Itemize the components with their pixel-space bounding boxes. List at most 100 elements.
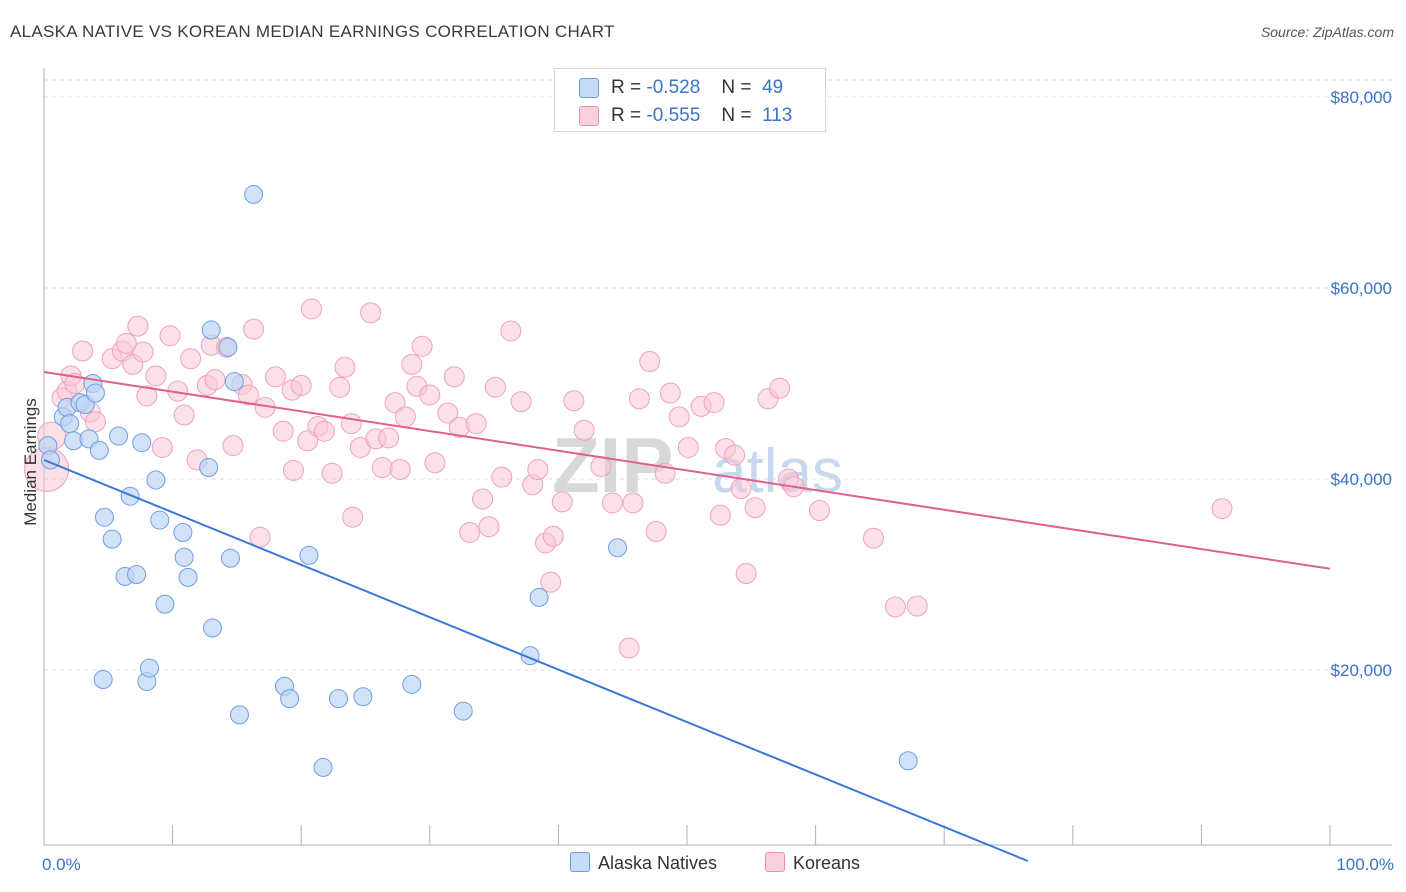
korean-point (419, 384, 441, 406)
y-tick-label: $40,000 (1331, 470, 1392, 489)
korean-point (769, 377, 791, 399)
legend-n-value: 49 (762, 77, 784, 98)
korean-point (808, 500, 830, 522)
korean-point (300, 298, 322, 320)
korean-point (510, 391, 532, 413)
korean-point (115, 332, 137, 354)
alaska-point (173, 522, 193, 542)
korean-point (677, 436, 699, 458)
alaska-point (85, 383, 105, 403)
korean-point (744, 497, 766, 519)
korean-point (132, 341, 154, 363)
korean-point (563, 390, 585, 412)
korean-point (659, 382, 681, 404)
legend-r-value: -0.555 (646, 105, 701, 126)
alaska-point (93, 670, 113, 690)
bottom-legend-korean: Koreans (765, 852, 860, 874)
korean-point (340, 413, 362, 435)
korean-point (540, 571, 562, 593)
korean-point (424, 452, 446, 474)
korean-point (437, 402, 459, 424)
korean-point (709, 504, 731, 526)
alaska-point (202, 618, 222, 638)
korean-point (384, 392, 406, 414)
alaska-point (608, 538, 628, 558)
axis-labels: $20,000 $40,000 $60,000 $80,000 0.0% 100.0% Me… (21, 88, 1394, 874)
alaska-point (313, 757, 333, 777)
chart-source: Source: ZipAtlas.com (1260, 24, 1394, 40)
alaska-point (146, 470, 166, 490)
korean-point (159, 325, 181, 347)
korean-point (590, 456, 612, 478)
alaska-point (402, 674, 422, 694)
alaska-point (60, 414, 80, 434)
korean-point (243, 318, 265, 340)
korean-point (401, 353, 423, 375)
korean-point (527, 458, 549, 480)
alaska-point (244, 184, 264, 204)
korean-point (313, 420, 335, 442)
alaska-point (89, 440, 109, 460)
alaska-point (299, 545, 319, 565)
korean-point (378, 427, 400, 449)
korean-point (618, 637, 640, 659)
trend-lines (43, 371, 1331, 862)
alaska-point (898, 751, 918, 771)
korean-point (329, 376, 351, 398)
alaska-point (178, 567, 198, 587)
korean-point (334, 356, 356, 378)
alaska-point (328, 689, 348, 709)
korean-point (724, 444, 746, 466)
korean-point (628, 388, 650, 410)
korean-point (735, 563, 757, 585)
korean-point (321, 462, 343, 484)
bottom-legend-swatch-alaska (570, 852, 590, 872)
alaska-point (229, 705, 249, 725)
korean-point (500, 320, 522, 342)
korean-point (484, 376, 506, 398)
alaska-point (220, 548, 240, 568)
alaska-trend-line (43, 458, 1029, 862)
korean-point (459, 521, 481, 543)
korean-point (573, 419, 595, 441)
legend-swatch-alaska (579, 78, 599, 98)
korean-point (360, 302, 382, 324)
legend-r-value: -0.528 (646, 77, 701, 98)
legend: R = -0.528 N = 49 R = -0.555 N = 113 (554, 68, 826, 132)
legend-swatch-korean (579, 106, 599, 126)
x-tick-label: 100.0% (1336, 855, 1394, 874)
alaska-point (353, 687, 373, 707)
korean-point (551, 491, 573, 513)
korean-point (297, 430, 319, 452)
korean-point (84, 411, 106, 433)
korean-point (180, 348, 202, 370)
alaska-point (453, 701, 473, 721)
korean-point (884, 596, 906, 618)
alaska-point (174, 547, 194, 567)
korean-point (151, 436, 173, 458)
y-tick-label: $60,000 (1331, 279, 1392, 298)
legend-r-label: R = (611, 77, 642, 98)
korean-point (601, 492, 623, 514)
legend-n-label: N = (721, 105, 752, 126)
alaska-point (94, 507, 114, 527)
alaska-point (529, 587, 549, 607)
legend-r-label: R = (611, 105, 642, 126)
korean-point (272, 420, 294, 442)
y-tick-label: $20,000 (1331, 661, 1392, 680)
bottom-legend-swatch-korean (765, 852, 785, 872)
korean-point (491, 466, 513, 488)
korean-point (72, 340, 94, 362)
alaska-point (224, 372, 244, 392)
chart-title: ALASKA NATIVE VS KOREAN MEDIAN EARNINGS … (10, 22, 615, 41)
korean-point (443, 366, 465, 388)
korean-point (290, 374, 312, 396)
korean-point (264, 366, 286, 388)
korean-point (389, 458, 411, 480)
alaska-point (150, 510, 170, 530)
alaska-point (155, 594, 175, 614)
y-tick-label: $80,000 (1331, 88, 1392, 107)
korean-point (1211, 498, 1233, 520)
korean-point (668, 406, 690, 428)
korean-point (703, 392, 725, 414)
